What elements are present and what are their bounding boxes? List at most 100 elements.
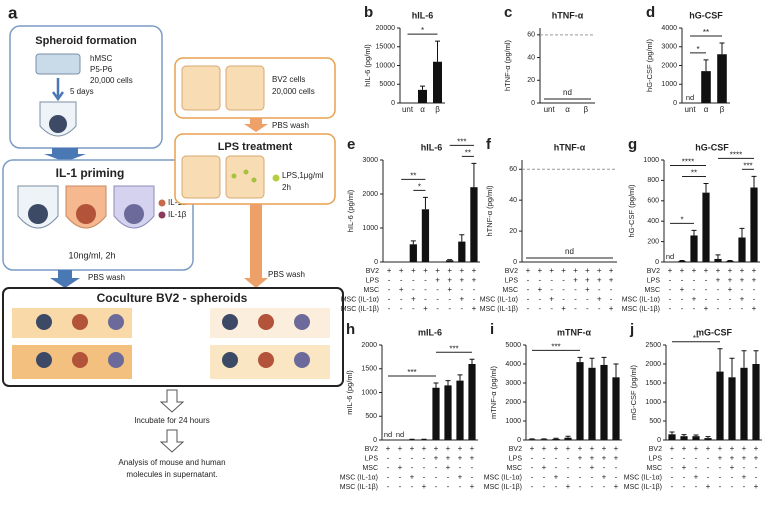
condition-name: LPS <box>647 277 661 284</box>
condition-sign: - <box>586 295 589 304</box>
condition-name: MSC (IL-1β) <box>622 306 660 313</box>
y-tick-label: 2000 <box>505 399 521 406</box>
y-tick-label: 0 <box>673 100 677 107</box>
condition-name: MSC (IL-1α) <box>480 296 518 303</box>
condition-sign: + <box>411 295 416 304</box>
y-axis-label: hTNF-α (pg/ml) <box>485 185 494 237</box>
condition-sign: + <box>728 285 733 294</box>
y-tick-label: 800 <box>647 177 659 184</box>
condition-sign: + <box>537 285 542 294</box>
label: 5 days <box>70 87 94 96</box>
condition-sign: - <box>671 473 674 482</box>
error-bar <box>681 434 687 437</box>
error-bar <box>703 59 709 72</box>
lps-dot <box>231 173 237 179</box>
condition-name: MSC (IL-1α) <box>340 474 378 481</box>
condition-sign: + <box>668 266 673 275</box>
condition-sign: - <box>555 482 558 491</box>
condition-sign: + <box>728 276 733 285</box>
bar <box>702 192 710 262</box>
bar <box>728 377 736 440</box>
condition-sign: + <box>730 463 735 472</box>
y-tick-label: 1500 <box>361 366 377 373</box>
condition-sign: - <box>460 285 463 294</box>
nd-label: nd <box>384 430 392 439</box>
error-bar <box>751 175 757 188</box>
condition-sign: - <box>473 285 476 294</box>
condition-sign: - <box>598 304 601 313</box>
bar <box>752 364 760 440</box>
y-axis-label: mG-CSF (pg/ml) <box>629 365 638 421</box>
condition-sign: - <box>531 454 534 463</box>
condition-sign: - <box>527 295 530 304</box>
condition-name: MSC <box>363 287 379 294</box>
condition-sign: - <box>586 304 589 313</box>
condition-sign: + <box>422 444 427 453</box>
condition-sign: - <box>741 304 744 313</box>
condition-sign: - <box>448 304 451 313</box>
label: 10ng/ml, 2h <box>68 250 115 260</box>
error-bar <box>691 229 697 236</box>
y-tick-label: 500 <box>365 413 377 420</box>
bar <box>716 371 724 440</box>
condition-sign: - <box>591 482 594 491</box>
condition-name: LPS <box>505 277 519 284</box>
condition-sign: - <box>531 473 534 482</box>
condition-sign: - <box>423 454 426 463</box>
x-tick-label: α <box>565 105 570 114</box>
condition-sign: - <box>538 276 541 285</box>
condition-sign: + <box>458 454 463 463</box>
condition-sign: - <box>741 285 744 294</box>
condition-sign: - <box>436 304 439 313</box>
significance-label: *** <box>551 342 560 351</box>
condition-sign: - <box>681 295 684 304</box>
spheroid <box>294 352 310 368</box>
condition-sign: - <box>448 295 451 304</box>
condition-sign: + <box>573 276 578 285</box>
condition-sign: - <box>705 295 708 304</box>
condition-sign: - <box>555 454 558 463</box>
y-tick-label: 200 <box>647 238 659 245</box>
arrow <box>244 118 268 132</box>
condition-sign: - <box>412 285 415 294</box>
condition-sign: + <box>470 444 475 453</box>
condition-sign: + <box>754 444 759 453</box>
condition-sign: + <box>704 266 709 275</box>
legend-label: IL-1β <box>168 210 187 219</box>
condition-sign: - <box>579 463 582 472</box>
error-bar <box>727 259 733 261</box>
bar <box>444 385 452 440</box>
label: Analysis of mouse and human <box>118 458 225 467</box>
bar <box>726 260 734 262</box>
condition-sign: - <box>435 473 438 482</box>
y-tick-label: 3000 <box>362 157 378 164</box>
well <box>181 155 221 199</box>
condition-sign: - <box>743 463 746 472</box>
condition-sign: - <box>423 473 426 482</box>
condition-sign: + <box>398 444 403 453</box>
lps-dot <box>243 169 249 175</box>
condition-sign: + <box>716 276 721 285</box>
bar <box>740 367 748 440</box>
condition-sign: - <box>598 285 601 294</box>
condition-sign: - <box>538 304 541 313</box>
condition-sign: + <box>706 444 711 453</box>
lps-dot <box>272 174 280 182</box>
condition-sign: - <box>707 473 710 482</box>
condition-sign: - <box>387 454 390 463</box>
x-tick-label: α <box>704 105 709 114</box>
condition-name: MSC <box>502 287 518 294</box>
condition-sign: + <box>447 285 452 294</box>
spheroid <box>72 314 88 330</box>
condition-sign: - <box>399 454 402 463</box>
condition-sign: - <box>531 482 534 491</box>
condition-name: LPS <box>365 455 379 462</box>
label: hMSC <box>90 54 112 63</box>
condition-sign: - <box>543 454 546 463</box>
y-tick-label: 0 <box>531 100 535 107</box>
well <box>225 65 265 111</box>
condition-sign: + <box>680 266 685 275</box>
condition-sign: - <box>695 463 698 472</box>
condition-sign: + <box>578 444 583 453</box>
x-tick-label: unt <box>684 105 696 114</box>
